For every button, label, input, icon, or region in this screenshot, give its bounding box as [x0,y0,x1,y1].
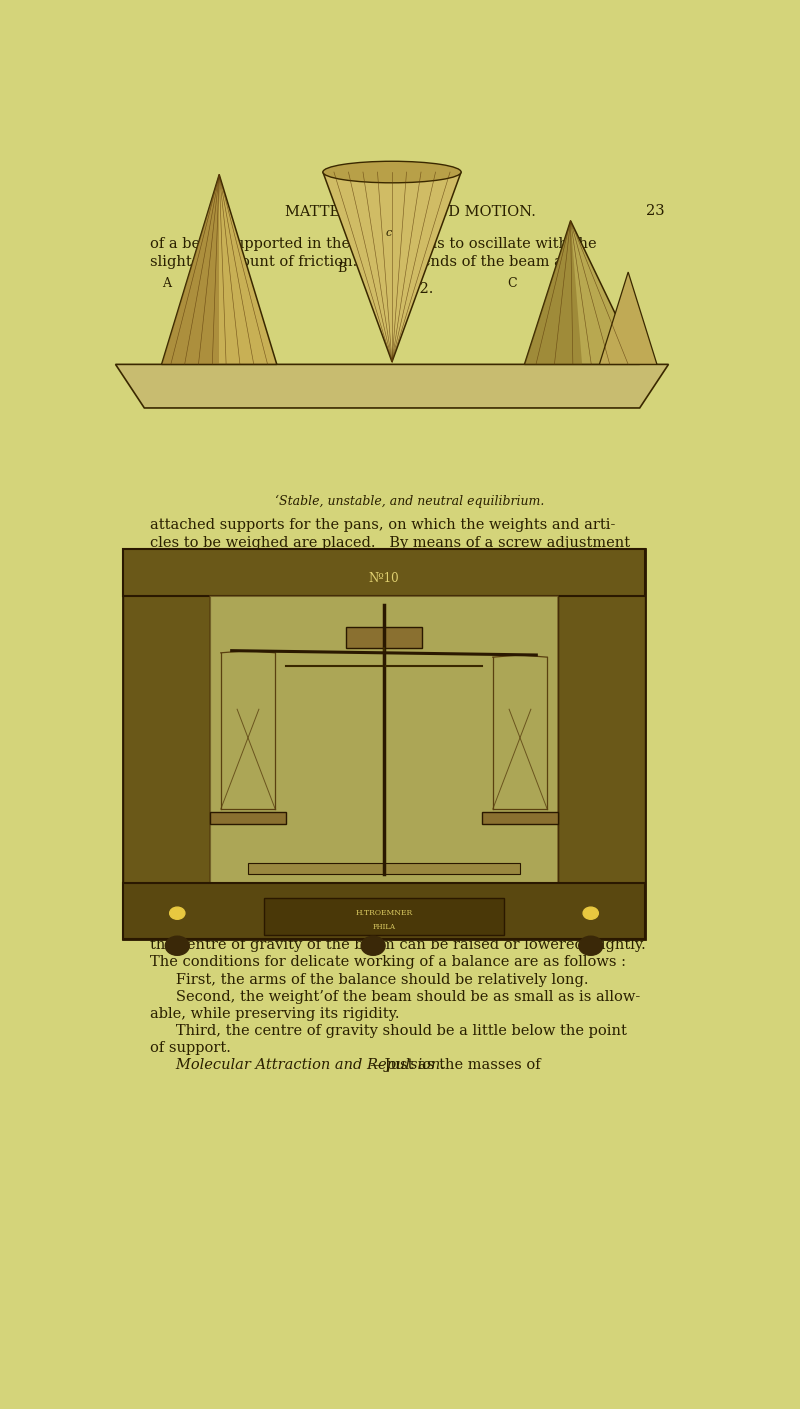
Text: attached supports for the pans, on which the weights and arti-: attached supports for the pans, on which… [150,519,615,533]
Text: First, the arms of the balance should be relatively long.: First, the arms of the balance should be… [162,972,589,986]
FancyBboxPatch shape [482,812,558,824]
FancyBboxPatch shape [558,548,645,940]
Text: PHILA: PHILA [373,923,395,931]
Polygon shape [162,175,219,365]
Text: Fig. 3.: Fig. 3. [386,559,434,573]
Text: the centre of gravity of the beam can be raised or lowered slightly.: the centre of gravity of the beam can be… [150,938,646,952]
Text: —Just as the masses of: —Just as the masses of [370,1058,540,1072]
Polygon shape [525,221,640,365]
Circle shape [578,936,602,955]
FancyBboxPatch shape [123,548,645,940]
Text: slightest amount of friction.   To the ends of the beam are: slightest amount of friction. To the end… [150,255,578,269]
Text: 23: 23 [646,204,664,218]
Text: c: c [385,228,391,238]
Polygon shape [323,172,461,362]
Circle shape [583,907,598,919]
Text: B: B [338,262,346,275]
Polygon shape [115,365,669,409]
Circle shape [361,936,385,955]
Polygon shape [525,221,582,365]
Text: Molecular Attraction and Repulsion.: Molecular Attraction and Repulsion. [162,1058,445,1072]
Text: of support.: of support. [150,1041,230,1055]
FancyBboxPatch shape [210,812,286,824]
FancyBboxPatch shape [346,627,422,648]
Text: cles to be weighed are placed.   By means of a screw adjustment: cles to be weighed are placed. By means … [150,535,630,550]
Ellipse shape [323,161,461,183]
Text: A: A [162,278,170,290]
Text: Nº10: Nº10 [369,572,399,585]
Text: ‘Stable, unstable, and neutral equilibrium.: ‘Stable, unstable, and neutral equilibri… [275,495,545,507]
Circle shape [166,936,190,955]
FancyBboxPatch shape [264,898,504,936]
Polygon shape [162,175,277,365]
Circle shape [170,907,185,919]
Text: of a beam supported in the centre so as to oscillate with the: of a beam supported in the centre so as … [150,238,596,251]
Text: Second, the weight’of the beam should be as small as is allow-: Second, the weight’of the beam should be… [162,989,640,1003]
Text: C: C [507,278,517,290]
FancyBboxPatch shape [123,548,210,940]
Text: Fig. 2.: Fig. 2. [386,282,434,296]
FancyBboxPatch shape [210,596,558,883]
FancyBboxPatch shape [123,883,645,940]
FancyBboxPatch shape [123,548,645,596]
Text: Analytical balance.: Analytical balance. [346,916,474,929]
Text: MATTER, FORCE, AND MOTION.: MATTER, FORCE, AND MOTION. [285,204,535,218]
FancyBboxPatch shape [248,864,520,874]
Text: The conditions for delicate working of a balance are as follows :: The conditions for delicate working of a… [150,955,626,969]
Text: H.TROEMNER: H.TROEMNER [355,909,413,917]
Text: Third, the centre of gravity should be a little below the point: Third, the centre of gravity should be a… [162,1024,627,1038]
Text: able, while preserving its rigidity.: able, while preserving its rigidity. [150,1007,399,1022]
Polygon shape [599,272,657,365]
